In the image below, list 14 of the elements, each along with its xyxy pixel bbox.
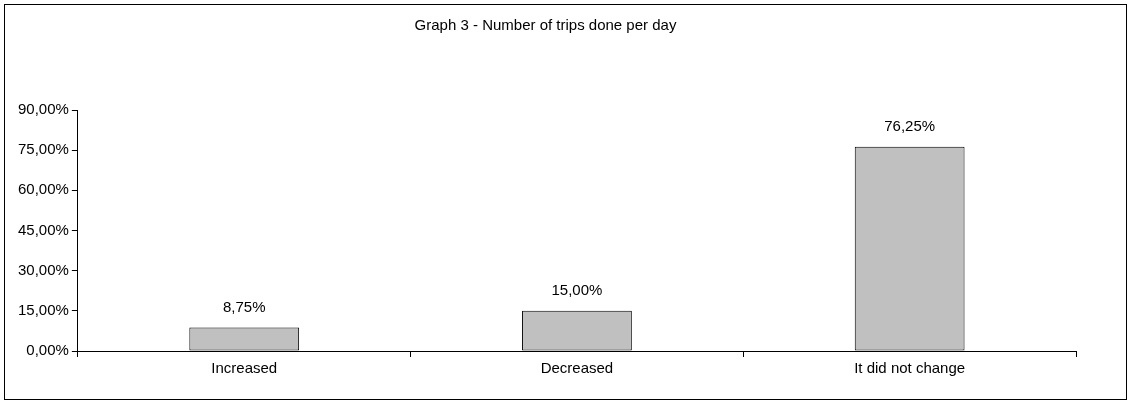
data-label: 8,75% [222, 298, 266, 316]
chart-title: Graph 3 - Number of trips done per day [414, 16, 677, 34]
y-tick-label: 75,00% [18, 140, 69, 158]
y-tick-label: 30,00% [18, 260, 69, 278]
data-label: 76,25% [884, 117, 936, 135]
x-tick-label: Increased [211, 359, 278, 377]
data-label: 15,00% [551, 281, 603, 299]
y-tick-label: 90,00% [18, 100, 69, 118]
y-tick-label: 15,00% [18, 300, 69, 318]
y-tick-label: 45,00% [18, 220, 69, 238]
x-tick-label: It did not change [854, 359, 966, 377]
x-tick-label: Decreased [540, 359, 614, 377]
y-tick-label: 0,00% [26, 341, 69, 359]
y-tick-label: 60,00% [18, 180, 69, 198]
